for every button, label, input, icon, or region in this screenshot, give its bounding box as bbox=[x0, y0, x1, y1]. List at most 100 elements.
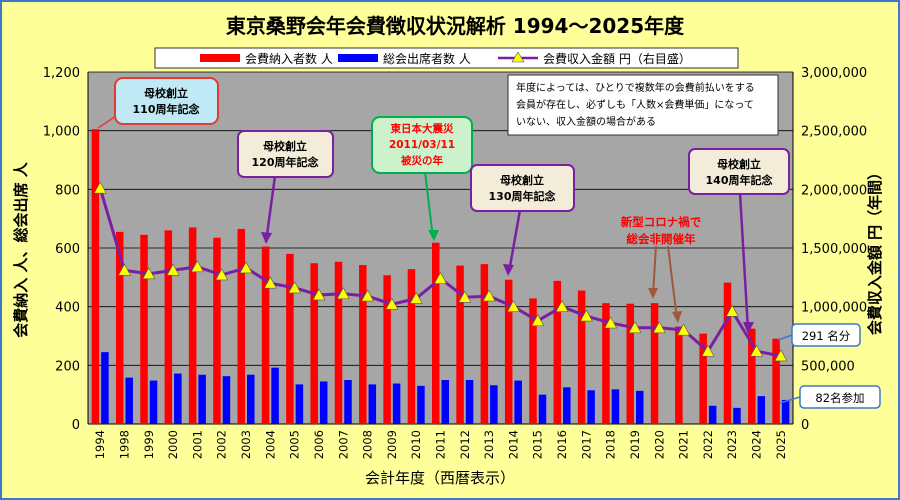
bar-paid bbox=[772, 338, 780, 424]
bar-attendance bbox=[319, 381, 328, 424]
callout-earthquake-line-1: 東日本大震災 bbox=[391, 122, 454, 135]
income-point bbox=[677, 323, 691, 336]
bar-attendance bbox=[101, 352, 109, 424]
income-point bbox=[385, 297, 399, 310]
x-tick-label: 2006 bbox=[312, 430, 326, 459]
callout-covid: 新型コロナ禍で 総会非開催年 bbox=[621, 215, 701, 323]
callout-291-pointer bbox=[777, 334, 793, 341]
bar-paid bbox=[504, 279, 513, 424]
income-point bbox=[93, 181, 107, 194]
x-axis-label: 会計年度（西暦表示） bbox=[365, 469, 515, 487]
income-point bbox=[263, 276, 277, 289]
x-tick-label: 2017 bbox=[579, 430, 593, 459]
bar-attendance bbox=[587, 390, 595, 424]
x-tick-label: 2007 bbox=[336, 430, 350, 459]
income-point bbox=[701, 344, 715, 357]
income-point bbox=[506, 300, 520, 312]
bar-attendance bbox=[247, 374, 255, 424]
callout-291-text: 291 名分 bbox=[802, 329, 851, 343]
y-left-tick-label: 200 bbox=[55, 359, 80, 374]
bar-attendance bbox=[514, 380, 522, 424]
callouts: 母校創立 110周年記念 母校創立 120周年記念 東日本大震災 2011/03… bbox=[97, 77, 881, 409]
y-right-tick-label: 1,000,000 bbox=[801, 301, 867, 316]
bar-paid bbox=[529, 298, 537, 424]
bar-paid bbox=[140, 234, 148, 424]
bar-paid bbox=[237, 228, 246, 424]
x-tick-label: 2019 bbox=[628, 430, 642, 459]
y-left-tick-label: 1,000 bbox=[43, 125, 80, 140]
x-tick-label: 2002 bbox=[215, 430, 229, 459]
x-tick-label: 2018 bbox=[604, 430, 618, 459]
income-point bbox=[409, 291, 423, 304]
bar-paid bbox=[310, 263, 318, 424]
bar-paid bbox=[115, 231, 124, 424]
bar-paid bbox=[286, 253, 294, 424]
callout-120th-line-1: 母校創立 bbox=[263, 139, 307, 153]
callout-110th-box bbox=[114, 77, 219, 125]
x-tick-label: 2021 bbox=[677, 430, 691, 459]
callout-130th-pointer bbox=[507, 209, 522, 273]
bar-paid bbox=[456, 265, 464, 424]
y-right-tick-label: 1,500,000 bbox=[801, 242, 867, 257]
income-point bbox=[555, 300, 569, 312]
callout-140th-line-2: 140周年記念 bbox=[706, 173, 774, 187]
note-line-3: いない、収入金額の場合がある bbox=[516, 115, 656, 128]
y-axis-left-label: 会費納入 人、総会出席 人 bbox=[12, 161, 30, 337]
bar-attendance bbox=[198, 374, 206, 424]
income-point bbox=[166, 263, 180, 276]
y-right-tick-label: 3,000,000 bbox=[801, 66, 867, 81]
bar-attendance bbox=[538, 394, 547, 424]
income-point bbox=[652, 321, 666, 334]
callout-120th-box bbox=[237, 130, 334, 178]
callout-covid-line-2: 総会非開催年 bbox=[627, 232, 696, 246]
callout-130th-line-2: 130周年記念 bbox=[489, 189, 557, 203]
x-tick-label: 2000 bbox=[166, 430, 180, 459]
bar-attendance bbox=[757, 396, 766, 424]
y-left-tick-label: 0 bbox=[72, 418, 80, 433]
callout-120th-pointer bbox=[264, 175, 277, 243]
x-tick-label: 2010 bbox=[409, 430, 423, 459]
bar-attendance bbox=[222, 376, 231, 424]
income-point bbox=[142, 267, 156, 280]
legend-swatch-paid bbox=[200, 54, 240, 62]
x-tick-label: 2022 bbox=[701, 430, 715, 459]
y-left-tick-label: 400 bbox=[55, 301, 80, 316]
income-point bbox=[117, 263, 131, 276]
bar-paid bbox=[577, 290, 586, 424]
legend-box bbox=[154, 47, 739, 69]
x-tick-label: 2024 bbox=[750, 430, 764, 459]
bar-attendance bbox=[174, 373, 182, 424]
x-tick-label: 2004 bbox=[263, 430, 277, 459]
callout-earthquake-arrowhead bbox=[428, 230, 439, 241]
callout-140th-box bbox=[688, 148, 790, 195]
x-tick-label: 2014 bbox=[506, 430, 520, 459]
bar-paid bbox=[699, 333, 707, 424]
x-tick-label: 2015 bbox=[531, 430, 545, 459]
y-left-tick-label: 800 bbox=[55, 183, 80, 198]
bar-paid bbox=[261, 246, 270, 424]
callout-130th-arrowhead bbox=[503, 264, 514, 276]
x-tick-label: 2009 bbox=[385, 430, 399, 459]
bar-paid bbox=[553, 280, 562, 424]
bar-attendance bbox=[441, 380, 449, 424]
callout-110th: 母校創立 110周年記念 bbox=[97, 77, 219, 129]
income-point bbox=[725, 304, 739, 317]
x-tick-label: 2003 bbox=[239, 430, 253, 459]
callout-82: 82名参加 bbox=[779, 385, 881, 409]
legend-swatch-attendance bbox=[338, 54, 378, 62]
left-axis-ticks: 0 200 400 600 800 1,000 1,200 bbox=[43, 66, 80, 433]
y-right-tick-label: 2,000,000 bbox=[801, 183, 867, 198]
callout-earthquake-line-3: 被災の年 bbox=[401, 154, 443, 167]
x-tick-label: 2020 bbox=[652, 430, 666, 459]
income-point bbox=[628, 321, 642, 334]
callout-291: 291 名分 bbox=[777, 323, 861, 347]
x-axis-ticks: 1994 1998 1999 2000 2001 2002 2003 2004 2005 2006… bbox=[93, 430, 788, 459]
callout-130th: 母校創立 130周年記念 bbox=[470, 164, 575, 276]
callout-140th-arrowhead bbox=[743, 322, 754, 334]
right-axis-ticks: 0 500,000 1,000,000 1,500,000 2,000,000 2,500… bbox=[801, 66, 867, 433]
bar-paid bbox=[91, 129, 100, 424]
bar-paid bbox=[432, 242, 440, 424]
income-point bbox=[579, 309, 593, 322]
income-point bbox=[458, 290, 472, 303]
callout-120th: 母校創立 120周年記念 bbox=[237, 130, 334, 244]
